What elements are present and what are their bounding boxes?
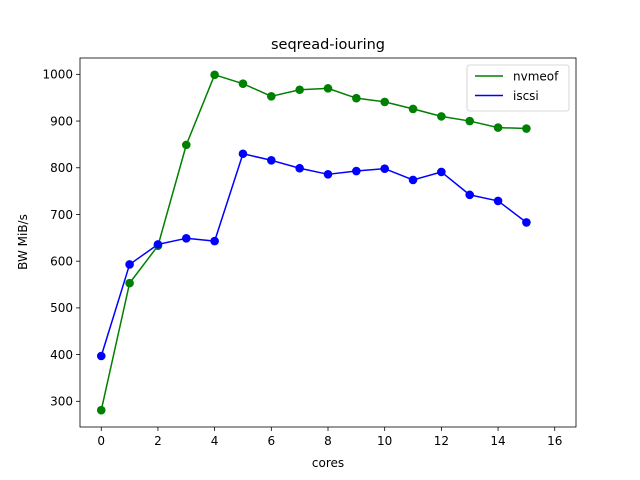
data-point-iscsi-15 (522, 218, 531, 227)
y-tick-label-1000: 1000 (42, 68, 73, 82)
y-tick-label-600: 600 (50, 254, 73, 268)
data-point-iscsi-6 (267, 155, 276, 165)
x-tick-label-14: 14 (490, 434, 505, 448)
x-tick-label-12: 12 (434, 434, 449, 448)
data-point-iscsi-1 (125, 260, 134, 269)
data-point-iscsi-0 (96, 351, 106, 361)
data-point-nvmeof-4 (210, 70, 219, 80)
y-tick-label-800: 800 (50, 161, 73, 175)
y-tick-label-300: 300 (50, 395, 73, 409)
chart-title: seqread-iouring (271, 37, 385, 53)
data-point-iscsi-14 (493, 196, 503, 206)
data-point-nvmeof-0 (96, 405, 106, 415)
data-point-iscsi-9 (352, 166, 361, 176)
data-point-nvmeof-15 (522, 124, 531, 133)
data-point-nvmeof-8 (323, 84, 333, 93)
y-tick-label-700: 700 (50, 208, 73, 222)
x-tick-label-6: 6 (267, 434, 275, 448)
data-point-nvmeof-13 (465, 116, 475, 126)
y-tick-label-900: 900 (50, 114, 73, 128)
y-tick-label-400: 400 (50, 348, 73, 362)
data-point-nvmeof-12 (437, 112, 446, 121)
data-point-iscsi-3 (181, 234, 191, 243)
data-point-iscsi-4 (210, 236, 219, 246)
data-point-iscsi-10 (380, 164, 389, 173)
plot-layer: 0 2 4 6 8 10 12 14 16 300 400 500 600 700 800 900 1000 nv… (42, 57, 577, 448)
data-point-nvmeof-6 (267, 92, 276, 101)
y-axis-label: BW MiB/s (16, 214, 30, 270)
data-point-iscsi-11 (408, 175, 418, 185)
data-point-iscsi-12 (437, 167, 446, 177)
data-point-nvmeof-5 (238, 79, 248, 88)
x-tick-label-2: 2 (154, 434, 162, 448)
x-tick-label-16: 16 (547, 434, 562, 448)
data-point-nvmeof-9 (352, 93, 361, 103)
legend-label-nvmeof: nvmeof (513, 69, 559, 83)
x-tick-label-10: 10 (377, 434, 392, 448)
legend-label-iscsi: iscsi (513, 89, 539, 103)
data-point-nvmeof-11 (408, 104, 418, 114)
data-point-iscsi-2 (153, 240, 163, 249)
y-tick-label-500: 500 (50, 301, 73, 315)
series-line-nvmeof (100, 74, 528, 412)
series-line-iscsi (100, 153, 528, 357)
data-point-iscsi-7 (295, 163, 304, 173)
data-point-iscsi-8 (323, 170, 333, 179)
data-point-nvmeof-14 (493, 123, 503, 132)
x-tick-label-8: 8 (324, 434, 332, 448)
x-tick-label-0: 0 (97, 434, 105, 448)
data-point-nvmeof-7 (295, 85, 304, 95)
x-axis-label: cores (312, 456, 344, 470)
data-point-nvmeof-3 (181, 140, 191, 150)
data-point-nvmeof-10 (380, 97, 389, 107)
data-point-nvmeof-1 (125, 278, 134, 288)
data-point-iscsi-5 (238, 149, 248, 159)
legend: nvmeof iscsi (466, 64, 570, 112)
x-tick-label-4: 4 (211, 434, 219, 448)
data-point-iscsi-13 (465, 190, 475, 200)
